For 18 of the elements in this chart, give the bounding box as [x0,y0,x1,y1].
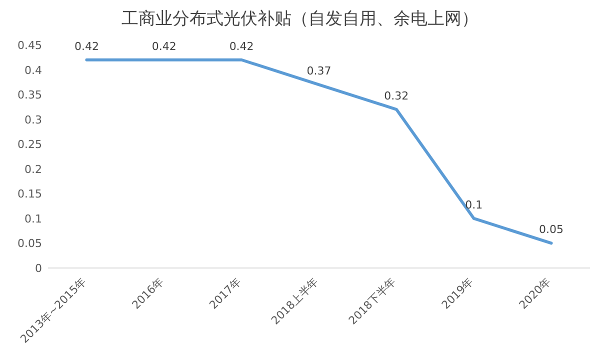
y-tick-label: 0.15 [18,188,42,201]
y-tick-label: 0.35 [18,88,42,102]
y-tick-label: 0.4 [24,64,42,77]
data-label: 0.37 [306,64,332,78]
data-label: 0.1 [465,198,483,212]
data-label: 0.42 [229,40,254,53]
y-tick-label: 0.05 [18,237,42,250]
y-tick-label: 0.3 [24,113,42,126]
data-label: 0.05 [539,223,564,236]
data-label: 0.32 [384,89,409,102]
y-tick-label: 0 [35,262,42,275]
chart-title: 工商业分布式光伏补贴（自发自用、余电上网） [122,9,478,29]
data-label: 0.42 [74,40,99,53]
data-label: 0.42 [152,40,176,53]
y-tick-label: 0.25 [18,138,42,152]
y-tick-label: 0.45 [18,39,42,52]
y-tick-label: 0.1 [24,212,42,226]
y-tick-label: 0.2 [24,162,42,176]
